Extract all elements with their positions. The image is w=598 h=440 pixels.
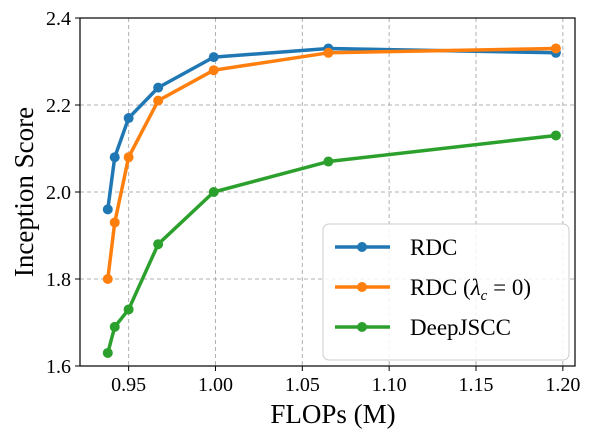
data-point-0-2 <box>123 113 134 124</box>
data-point-2-5 <box>323 156 334 167</box>
data-point-1-1 <box>109 217 120 228</box>
data-point-0-0 <box>102 204 113 215</box>
data-point-2-3 <box>153 239 164 250</box>
y-tick-label: 1.8 <box>46 269 71 291</box>
legend-label-rdc-lambda-tail: = 0) <box>487 275 531 300</box>
data-point-1-0 <box>102 274 113 284</box>
y-tick-label: 1.6 <box>46 356 71 378</box>
x-tick-label: 1.20 <box>545 374 580 396</box>
x-tick-label: 1.00 <box>198 374 233 396</box>
y-tick-label: 2.2 <box>46 95 71 117</box>
series-layer <box>102 43 561 358</box>
legend-label-rdc-lambda-main: RDC ( <box>410 275 471 300</box>
data-point-0-4 <box>208 52 219 63</box>
legend-label-lambda-symbol: λ <box>470 275 481 300</box>
legend-label-rdc: RDC <box>410 235 457 260</box>
data-point-1-4 <box>208 65 219 76</box>
data-point-2-2 <box>123 304 134 315</box>
data-point-1-2 <box>123 152 134 163</box>
legend-label-deepjscc: DeepJSCC <box>410 315 511 340</box>
x-axis-label: FLOPs (M) <box>270 399 395 429</box>
data-point-0-3 <box>153 82 164 93</box>
data-point-0-1 <box>109 152 120 163</box>
data-point-2-4 <box>208 187 219 197</box>
legend-marker-deepjscc <box>357 322 367 332</box>
legend-label-lambda-subscript: c <box>481 288 488 304</box>
data-point-2-0 <box>102 347 113 358</box>
x-tick-label: 1.10 <box>372 374 407 396</box>
tick-layer: 0.95 1.00 1.05 1.10 1.15 1.20 1.6 1.8 2.0 2.2 2.4 <box>46 8 580 396</box>
legend-marker-rdc <box>357 242 367 252</box>
data-point-2-6 <box>550 130 561 141</box>
y-axis-label: Inception Score <box>9 107 39 277</box>
data-point-2-1 <box>109 321 120 332</box>
y-tick-label: 2.0 <box>46 182 71 204</box>
data-point-1-6 <box>550 43 561 54</box>
series-line-0 <box>106 46 556 210</box>
x-tick-label: 1.05 <box>285 374 320 396</box>
legend: RDC RDC (λc = 0) DeepJSCC <box>322 223 570 361</box>
y-tick-label: 2.4 <box>46 8 71 30</box>
data-point-1-5 <box>323 47 334 58</box>
x-tick-label: 0.95 <box>111 374 146 396</box>
x-tick-label: 1.15 <box>459 374 494 396</box>
data-point-1-3 <box>153 95 164 106</box>
legend-label-rdc-lambda: RDC (λc = 0) <box>410 275 531 304</box>
legend-marker-rdc-lambda <box>357 282 367 292</box>
